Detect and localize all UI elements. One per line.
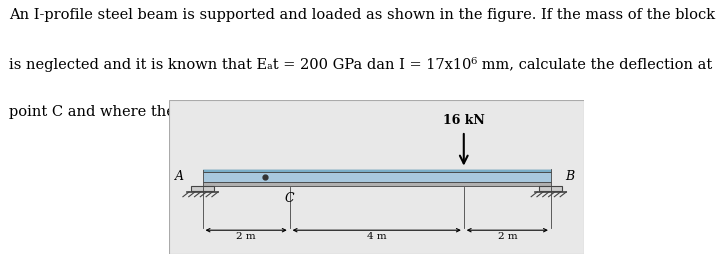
FancyBboxPatch shape bbox=[203, 172, 551, 182]
Text: 2 m: 2 m bbox=[497, 232, 517, 241]
FancyBboxPatch shape bbox=[191, 186, 214, 191]
Text: 4 m: 4 m bbox=[367, 232, 386, 241]
FancyBboxPatch shape bbox=[203, 169, 551, 170]
FancyBboxPatch shape bbox=[203, 182, 551, 186]
Text: is neglected and it is known that Eₐt = 200 GPa dan I = 17x10⁶ mm, calculate the: is neglected and it is known that Eₐt = … bbox=[9, 57, 712, 71]
Text: B: B bbox=[565, 170, 574, 183]
Text: A: A bbox=[175, 170, 185, 183]
FancyBboxPatch shape bbox=[169, 100, 584, 254]
Text: 16 kN: 16 kN bbox=[443, 114, 485, 127]
Text: C: C bbox=[285, 192, 294, 205]
Text: point C and where the load acts.: point C and where the load acts. bbox=[9, 105, 250, 119]
Text: 2 m: 2 m bbox=[236, 232, 256, 241]
FancyBboxPatch shape bbox=[539, 186, 562, 191]
Text: An I-profile steel beam is supported and loaded as shown in the figure. If the m: An I-profile steel beam is supported and… bbox=[9, 8, 715, 22]
FancyBboxPatch shape bbox=[203, 169, 551, 172]
